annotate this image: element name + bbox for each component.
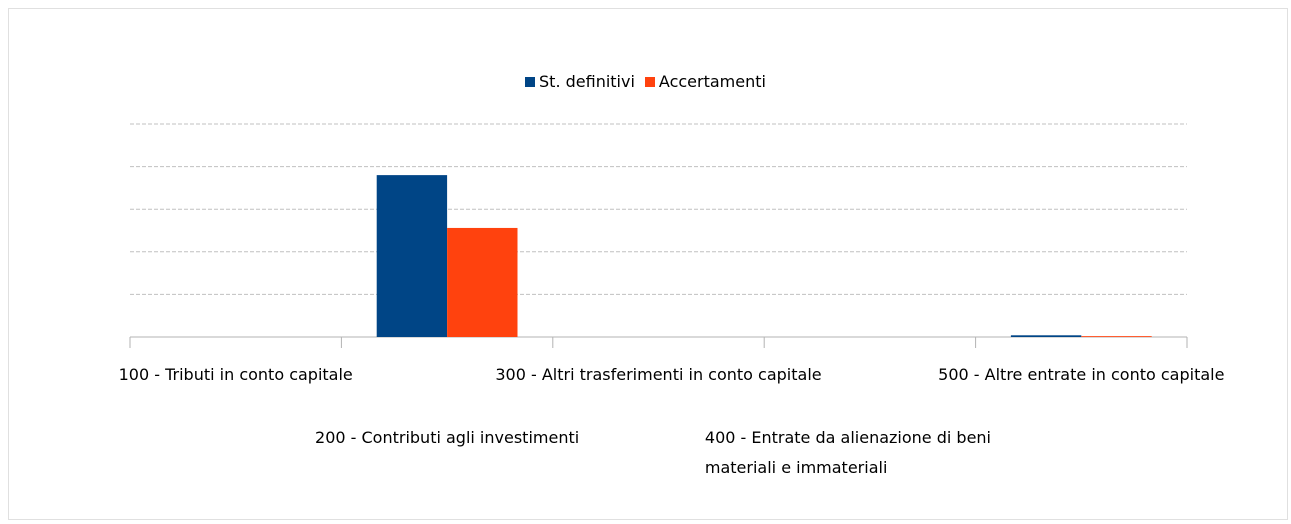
bar — [376, 175, 448, 337]
bar — [1081, 336, 1152, 337]
legend-label: Accertamenti — [658, 72, 766, 91]
legend-item: St. definitivi — [525, 72, 635, 91]
legend-label: St. definitivi — [539, 72, 635, 91]
x-tick-label: 100 - Tributi in conto capitale — [118, 365, 353, 384]
x-tick-label: 300 - Altri trasferimenti in conto capit… — [495, 365, 822, 384]
x-tick-label: 500 - Altre entrate in conto capitale — [938, 365, 1225, 384]
chart-frame — [8, 8, 1288, 520]
x-tick-label: 200 - Contributi agli investimenti — [315, 428, 580, 447]
bar — [1010, 335, 1082, 337]
bar — [447, 227, 518, 337]
legend-swatch — [644, 76, 655, 87]
legend: St. definitivi Accertamenti — [0, 72, 1291, 91]
x-tick-label: 400 - Entrate da alienazione di beni mat… — [704, 428, 991, 477]
legend-item: Accertamenti — [644, 72, 766, 91]
legend-swatch — [525, 76, 536, 87]
